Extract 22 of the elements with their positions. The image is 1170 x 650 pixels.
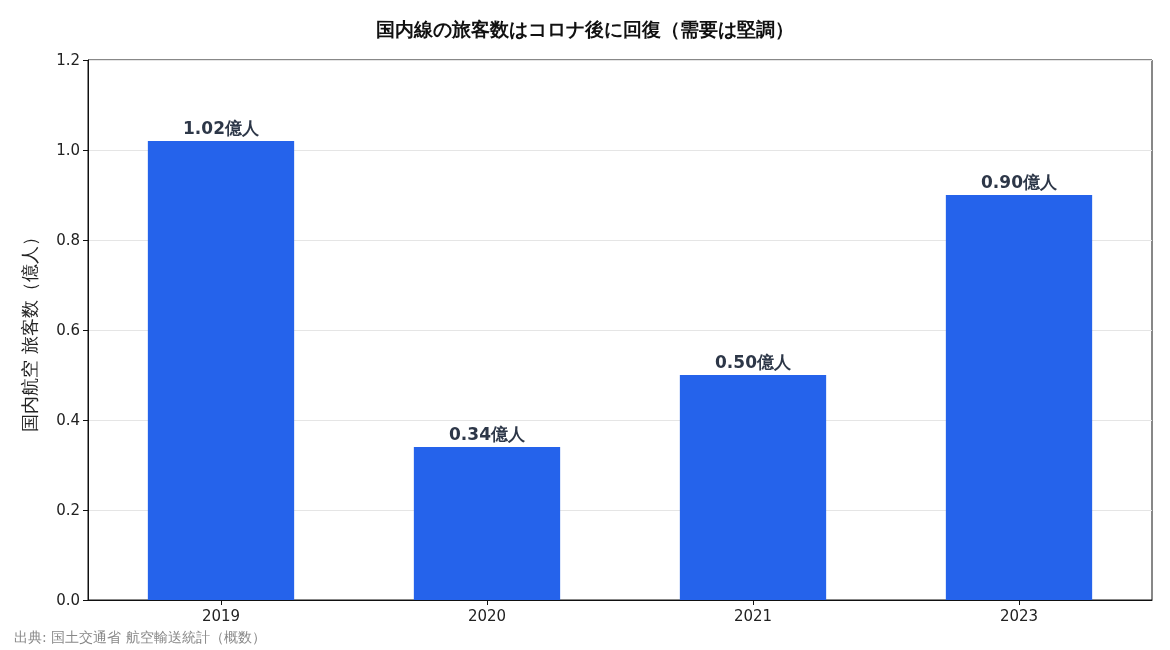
data-label: 1.02億人: [183, 117, 260, 138]
y-tick-label: 0.6: [56, 321, 80, 339]
y-axis-title: 国内航空 旅客数（億人）: [18, 228, 40, 432]
y-tick-label: 0.4: [56, 411, 80, 429]
bar: [679, 375, 827, 600]
data-label: 0.90億人: [981, 171, 1058, 192]
chart-title: 国内線の旅客数はコロナ後に回復（需要は堅調）: [376, 17, 794, 40]
y-tick-label: 0.8: [56, 231, 80, 249]
source-note: 出典: 国土交通省 航空輸送統計（概数）: [14, 629, 266, 645]
data-label: 0.34億人: [449, 423, 526, 444]
bar: [945, 195, 1093, 600]
y-tick-label: 1.0: [56, 141, 80, 159]
x-tick-label: 2019: [201, 606, 241, 625]
y-tick-label: 0.2: [56, 501, 80, 519]
y-tick-label: 1.2: [56, 51, 80, 69]
y-tick-label: 0.0: [56, 591, 80, 609]
bar: [413, 447, 561, 600]
x-tick-label: 2023: [999, 606, 1039, 625]
x-tick-label: 2020: [467, 606, 507, 625]
bar: [147, 141, 295, 600]
x-tick-label: 2021: [733, 606, 773, 625]
data-label: 0.50億人: [715, 351, 792, 372]
